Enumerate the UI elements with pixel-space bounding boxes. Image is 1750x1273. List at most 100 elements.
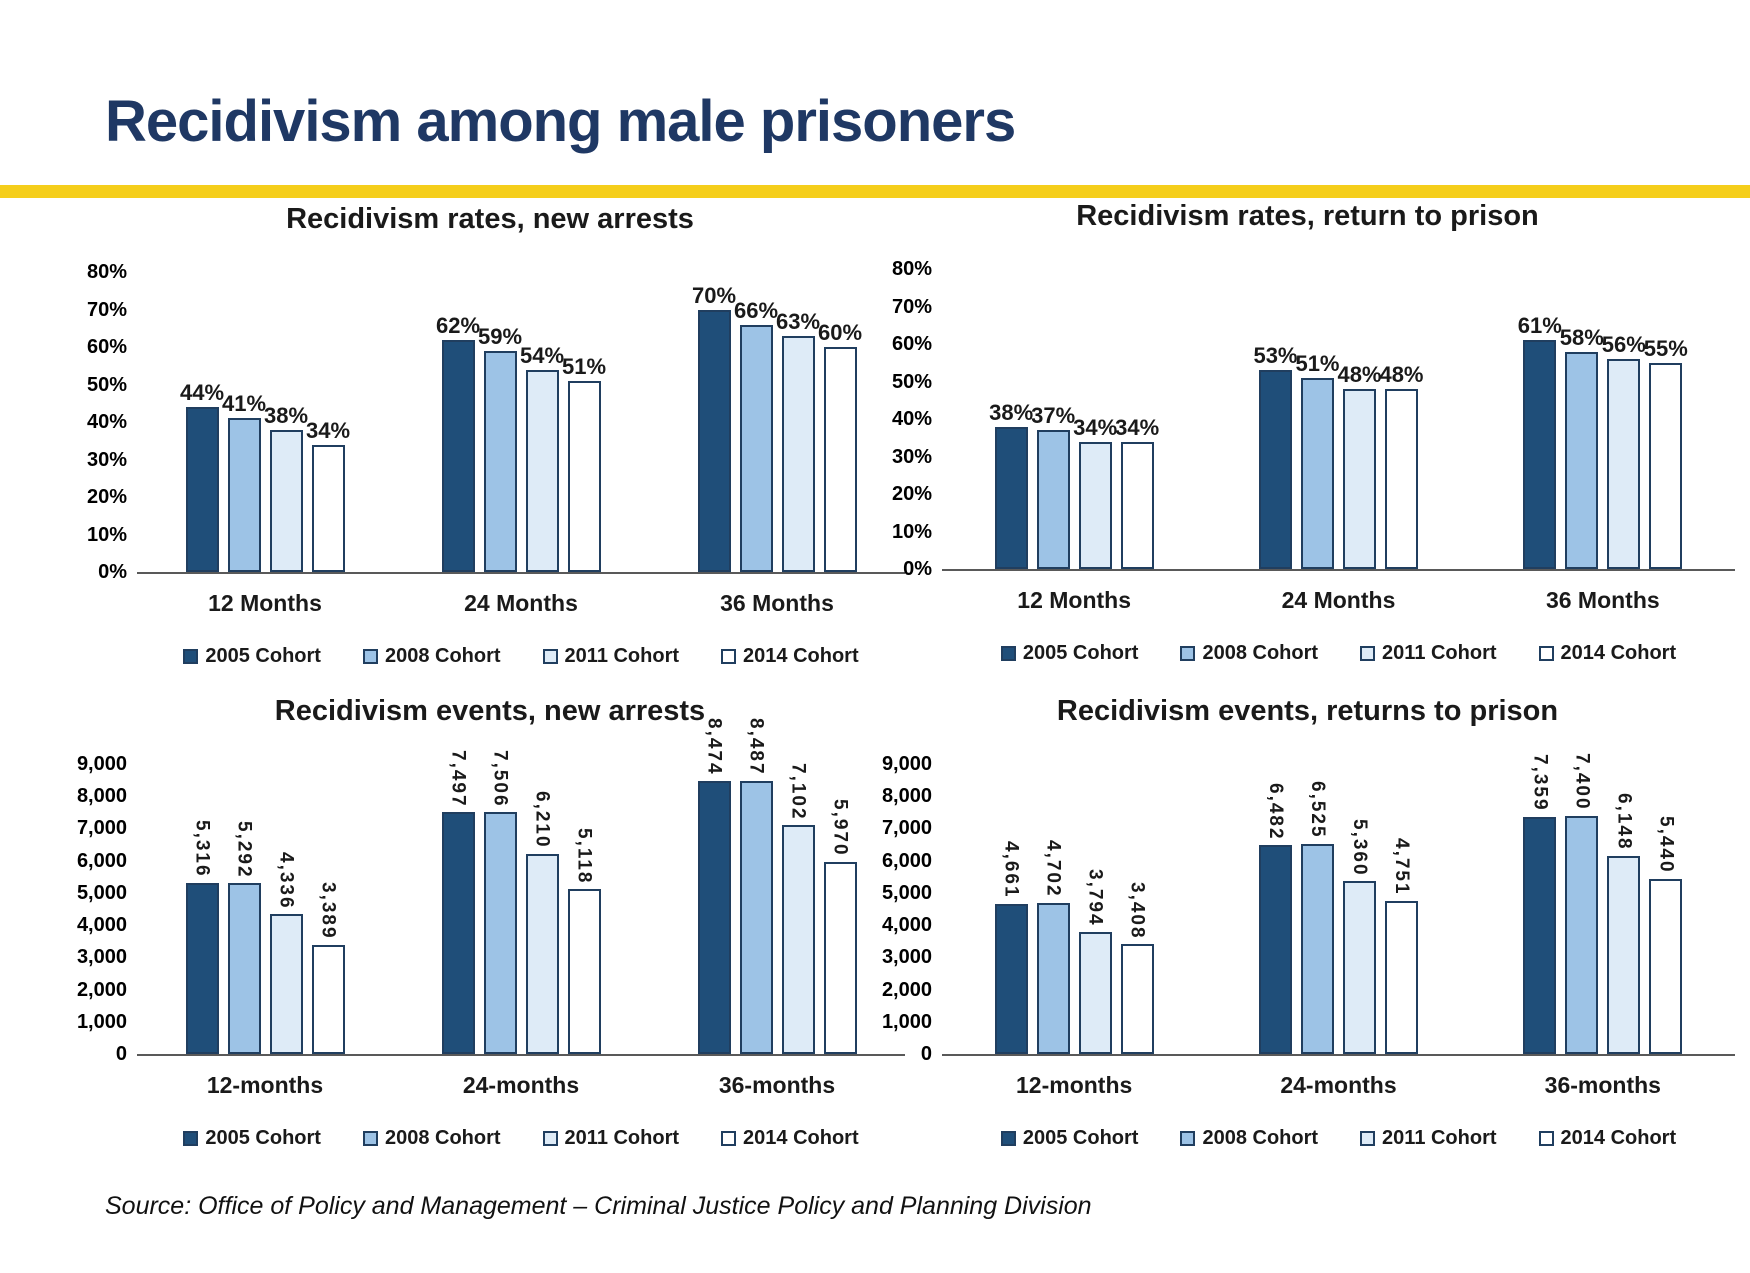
bar-2005-cohort: 4,661 xyxy=(994,841,1028,1054)
y-tick-label: 70% xyxy=(86,298,127,321)
legend-label: 2008 Cohort xyxy=(384,1127,501,1149)
legend-label: 2011 Cohort xyxy=(564,1127,680,1149)
chart-title: Recidivism rates, new arrests xyxy=(286,203,694,235)
bar-2008-cohort: 7,506 xyxy=(483,750,517,1054)
bar-2008-cohort: 41% xyxy=(222,393,266,572)
bar-2014-cohort: 34% xyxy=(306,419,350,572)
y-tick-label: 5,000 xyxy=(76,881,127,904)
page-title: Recidivism among male prisoners xyxy=(105,89,1016,154)
legend: 2005 Cohort 2008 Cohort 2011 Cohort 2014 Co… xyxy=(942,1127,1735,1150)
chart-rates-new-arrests: Recidivism rates, new arrests 0% 10% 20% 30%… xyxy=(75,203,905,668)
bar-value-label: 4,702 xyxy=(1042,839,1064,898)
x-axis-labels: 12-months 24-months 36-months xyxy=(942,1072,1735,1099)
bar-value-label: 54% xyxy=(519,342,565,368)
bar-group-36-months: 70% 66% 63% 60% xyxy=(649,272,905,572)
x-axis-label: 24 Months xyxy=(1281,587,1396,613)
bar-2008-cohort: 37% xyxy=(1031,405,1075,569)
legend-swatch xyxy=(1360,1131,1376,1146)
y-tick-label: 7,000 xyxy=(76,817,127,840)
bar-value-label: 48% xyxy=(1337,362,1382,387)
plot-row: 0 1,000 2,000 3,000 4,000 5,000 6,000 7,000 8,00… xyxy=(880,753,1735,1064)
x-axis-label: 12 Months xyxy=(208,590,322,616)
bar-2005-cohort: 62% xyxy=(436,314,480,572)
legend-swatch xyxy=(542,649,558,664)
bar-value-label: 5,360 xyxy=(1348,818,1370,877)
bar-2005-cohort: 8,474 xyxy=(697,718,731,1054)
y-tick-label: 20% xyxy=(891,483,932,505)
bar-2008-cohort: 7,400 xyxy=(1565,753,1599,1054)
legend-item: 2005 Cohort xyxy=(183,1127,321,1150)
bar-value-label: 4,336 xyxy=(275,851,297,910)
bar-group-12-months: 5,316 5,292 4,336 3,389 xyxy=(137,764,393,1054)
bar-group-24-months: 62% 59% 54% 51% xyxy=(393,272,649,572)
legend: 2005 Cohort 2008 Cohort 2011 Cohort 2014 Co… xyxy=(137,1127,905,1150)
bar-value-label: 7,102 xyxy=(787,762,809,821)
bar-2011-cohort: 6,148 xyxy=(1607,793,1641,1054)
y-axis: 0% 10% 20% 30% 40% 50% 60% 70% 80% xyxy=(75,262,137,582)
bar-2005-cohort: 38% xyxy=(989,401,1033,569)
y-tick-label: 40% xyxy=(891,408,932,430)
plot-area: 5,316 5,292 4,336 3,389 7,497 7,506 6,210 5,118… xyxy=(137,718,905,1056)
y-tick-label: 4,000 xyxy=(881,914,932,937)
y-tick-label: 10% xyxy=(891,520,932,543)
legend-label: 2008 Cohort xyxy=(1202,642,1319,664)
chart-rates-return-to-prison: Recidivism rates, return to prison 0% 10% 2… xyxy=(880,200,1735,665)
chart-events-new-arrests: Recidivism events, new arrests 0 1,000 2,00… xyxy=(75,695,905,1150)
legend-swatch xyxy=(542,1131,558,1146)
bar-2011-cohort: 7,102 xyxy=(781,763,815,1054)
y-tick-label: 60% xyxy=(86,336,127,358)
plot-row: 0 1,000 2,000 3,000 4,000 5,000 6,000 7,000 8,00… xyxy=(75,718,905,1064)
bar-2011-cohort: 63% xyxy=(776,310,820,572)
y-tick-label: 4,000 xyxy=(76,914,127,937)
y-axis: 0 1,000 2,000 3,000 4,000 5,000 6,000 7,000 8,00… xyxy=(880,754,942,1064)
bar-value-label: 44% xyxy=(179,380,225,405)
bar-value-label: 5,440 xyxy=(1655,816,1677,874)
bar-value-label: 62% xyxy=(435,312,481,338)
legend-label: 2008 Cohort xyxy=(384,645,501,667)
bar-2011-cohort: 6,210 xyxy=(525,791,559,1054)
bar-2008-cohort: 59% xyxy=(478,325,522,572)
y-tick-label: 0 xyxy=(920,1043,932,1065)
bar-value-label: 63% xyxy=(775,308,821,334)
y-tick-label: 6,000 xyxy=(881,849,932,872)
bar-2005-cohort: 70% xyxy=(692,284,736,572)
y-tick-label: 10% xyxy=(86,523,127,546)
legend-item: 2011 Cohort xyxy=(1360,642,1497,665)
bar-2005-cohort: 61% xyxy=(1518,315,1562,569)
x-axis-label: 36 Months xyxy=(720,590,834,616)
bar-group-36-months: 8,474 8,487 7,102 5,970 xyxy=(649,718,905,1054)
legend-label: 2011 Cohort xyxy=(1382,642,1497,664)
bar-value-label: 53% xyxy=(1253,343,1298,369)
bar-group-12-months: 44% 41% 38% 34% xyxy=(137,272,393,572)
bar-value-label: 60% xyxy=(817,320,863,345)
legend-label: 2011 Cohort xyxy=(564,645,680,667)
bar-value-label: 61% xyxy=(1517,313,1562,339)
bar-2005-cohort: 7,359 xyxy=(1523,754,1557,1054)
bar-value-label: 5,118 xyxy=(573,827,595,885)
legend-item: 2008 Cohort xyxy=(362,1127,501,1150)
legend-swatch xyxy=(1538,646,1554,661)
x-axis-labels: 12 Months 24 Months 36 Months xyxy=(942,587,1735,614)
bar-2014-cohort: 5,440 xyxy=(1649,816,1683,1054)
bar-value-label: 34% xyxy=(1115,414,1160,440)
plot-area: 44% 41% 38% 34% 62% 59% 54% 51% 70% 66% 63% 60% xyxy=(137,272,905,574)
bar-value-label: 5,316 xyxy=(191,820,213,878)
bar-group-36-months: 61% 58% 56% 55% xyxy=(1471,269,1735,569)
y-axis: 0% 10% 20% 30% 40% 50% 60% 70% 80% xyxy=(880,259,942,579)
bar-value-label: 38% xyxy=(989,399,1034,425)
bar-value-label: 51% xyxy=(1295,350,1340,376)
y-tick-label: 6,000 xyxy=(76,849,127,872)
bar-value-label: 5,292 xyxy=(233,820,255,879)
legend-item: 2011 Cohort xyxy=(1360,1127,1497,1150)
legend-swatch xyxy=(362,649,378,664)
y-tick-label: 8,000 xyxy=(881,785,932,808)
bar-2014-cohort: 3,408 xyxy=(1120,882,1154,1054)
bar-value-label: 6,482 xyxy=(1264,782,1286,841)
bar-value-label: 51% xyxy=(561,353,607,379)
bar-value-label: 7,497 xyxy=(447,749,469,808)
bar-2008-cohort: 66% xyxy=(734,299,778,572)
legend-swatch xyxy=(1180,1131,1196,1146)
x-axis-label: 36-months xyxy=(718,1072,836,1098)
bar-value-label: 56% xyxy=(1601,332,1646,357)
bar-value-label: 59% xyxy=(477,323,523,349)
